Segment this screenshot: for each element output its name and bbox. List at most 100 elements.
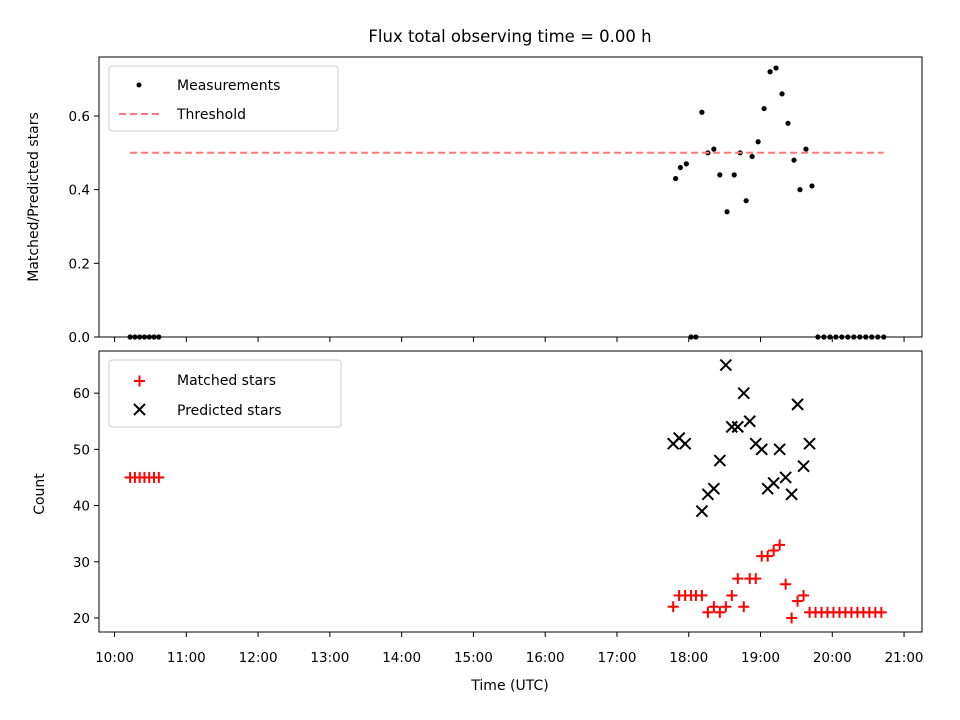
predicted-stars-point: [678, 437, 692, 450]
measurements-point: [717, 172, 723, 178]
x-tick-label: 17:00: [598, 650, 637, 666]
x-tick-label: 16:00: [526, 650, 565, 666]
measurements-point: [797, 187, 803, 193]
matched-stars-point: [798, 589, 810, 601]
legend-label-matched-stars: Matched stars: [177, 373, 276, 389]
predicted-stars-point: [737, 386, 750, 400]
measurements-point: [683, 161, 689, 167]
bottom-legend-box: [108, 359, 342, 428]
y-tick-label: 20: [73, 611, 90, 627]
y-tick-label: 40: [73, 499, 90, 515]
top-legend: Measurements Threshold: [108, 65, 339, 132]
matched-stars-point: [720, 601, 732, 613]
matched-stars-point: [774, 539, 786, 551]
bottom-y-ticks: 20 30 40 50 60: [73, 386, 99, 627]
y-tick-label: 0.0: [69, 330, 90, 346]
y-tick-label: 50: [73, 442, 90, 458]
predicted-stars-point: [767, 476, 780, 490]
predicted-stars-point: [803, 437, 816, 450]
x-tick-label: 21:00: [885, 650, 924, 666]
measurements-point: [761, 105, 767, 112]
matched-stars-point: [696, 589, 708, 601]
legend-label-predicted-stars: Predicted stars: [177, 403, 282, 419]
measurements-point: [767, 69, 773, 75]
predicted-stars-point: [785, 488, 798, 501]
matched-stars-point: [714, 606, 726, 618]
predicted-stars-point: [779, 471, 792, 484]
top-legend-box: [108, 65, 339, 132]
measurements-point: [773, 65, 779, 71]
matched-stars-legend-marker: [134, 375, 145, 387]
legend-label-measurements: Measurements: [177, 78, 280, 94]
y-tick-label: 30: [73, 555, 90, 571]
matched-stars-point: [875, 606, 887, 618]
measurements-point: [755, 139, 761, 145]
predicted-stars-point: [707, 482, 721, 495]
predicted-stars-point: [755, 443, 768, 456]
measurements-point: [803, 146, 809, 152]
predicted-stars-legend-marker: [133, 403, 146, 416]
top-y-ticks: 0.0 0.2 0.4 0.6: [69, 109, 99, 346]
bottom-legend: Matched stars Predicted stars: [108, 359, 342, 428]
matched-stars-point: [153, 471, 165, 483]
measurements-point: [731, 172, 737, 178]
bottom-y-axis-label: Count: [32, 473, 48, 515]
measurements-point: [743, 198, 749, 204]
matched-stars-point: [750, 573, 762, 585]
matched-stars-point: [667, 601, 679, 613]
bottom-axes: Count Time (UTC) 20 30 40 50 60 10:00 11:00 12…: [32, 350, 924, 694]
matched-stars-point: [732, 573, 744, 585]
matched-stars-point: [702, 606, 714, 618]
measurements-point: [672, 175, 679, 182]
matched-stars-point: [738, 601, 750, 613]
matched-stars-point: [708, 601, 720, 613]
predicted-stars-point: [773, 443, 786, 456]
matched-stars-point: [762, 550, 774, 562]
matched-stars-point: [726, 589, 738, 601]
x-tick-label: 13:00: [310, 650, 349, 666]
predicted-stars-point: [719, 358, 733, 372]
predicted-stars-point: [695, 504, 709, 518]
matched-stars-point: [792, 595, 804, 607]
top-x-ticks: [114, 337, 905, 342]
chart-title: Flux total observing time = 0.00 h: [368, 27, 651, 46]
predicted-stars-point: [731, 420, 744, 434]
measurements-point: [724, 209, 730, 215]
x-tick-label: 11:00: [167, 650, 206, 666]
matched-stars-point: [768, 545, 780, 557]
x-tick-label: 10:00: [95, 650, 134, 666]
measurements-point: [779, 91, 785, 97]
legend-label-threshold: Threshold: [176, 107, 246, 123]
bottom-x-ticks: 10:00 11:00 12:00 13:00 14:00 15:00 16:00 17:00…: [95, 632, 924, 666]
top-axes-frame: [98, 56, 923, 338]
x-axis-label: Time (UTC): [470, 678, 548, 694]
top-axes: Matched/Predicted stars 0.0 0.2 0.4 0.6 Mea…: [26, 56, 923, 346]
predicted-stars-point: [743, 415, 756, 428]
measurements-point: [791, 157, 797, 163]
top-plot-area: [127, 65, 887, 340]
x-tick-label: 20:00: [813, 650, 852, 666]
y-tick-label: 0.6: [69, 109, 90, 125]
y-tick-label: 0.4: [69, 183, 90, 199]
measurements-point: [785, 120, 791, 126]
x-tick-label: 12:00: [239, 650, 278, 666]
x-tick-label: 18:00: [669, 650, 708, 666]
measurements-point: [711, 146, 717, 152]
matched-stars-point: [780, 578, 792, 590]
measurements-point: [699, 109, 705, 115]
top-y-axis-label: Matched/Predicted stars: [26, 112, 42, 282]
measurements-point: [677, 164, 683, 171]
y-tick-label: 0.2: [69, 256, 90, 272]
x-tick-label: 14:00: [382, 650, 421, 666]
predicted-stars-point: [797, 460, 810, 473]
predicted-stars-point: [791, 398, 804, 411]
bottom-plot-area: [124, 358, 887, 624]
predicted-stars-point: [713, 454, 727, 467]
matched-stars-point: [786, 612, 798, 624]
x-tick-label: 15:00: [454, 650, 493, 666]
y-tick-label: 60: [73, 386, 90, 402]
measurements-point: [809, 183, 815, 189]
measurements-point: [749, 153, 755, 160]
bottom-axes-frame: [98, 350, 923, 633]
